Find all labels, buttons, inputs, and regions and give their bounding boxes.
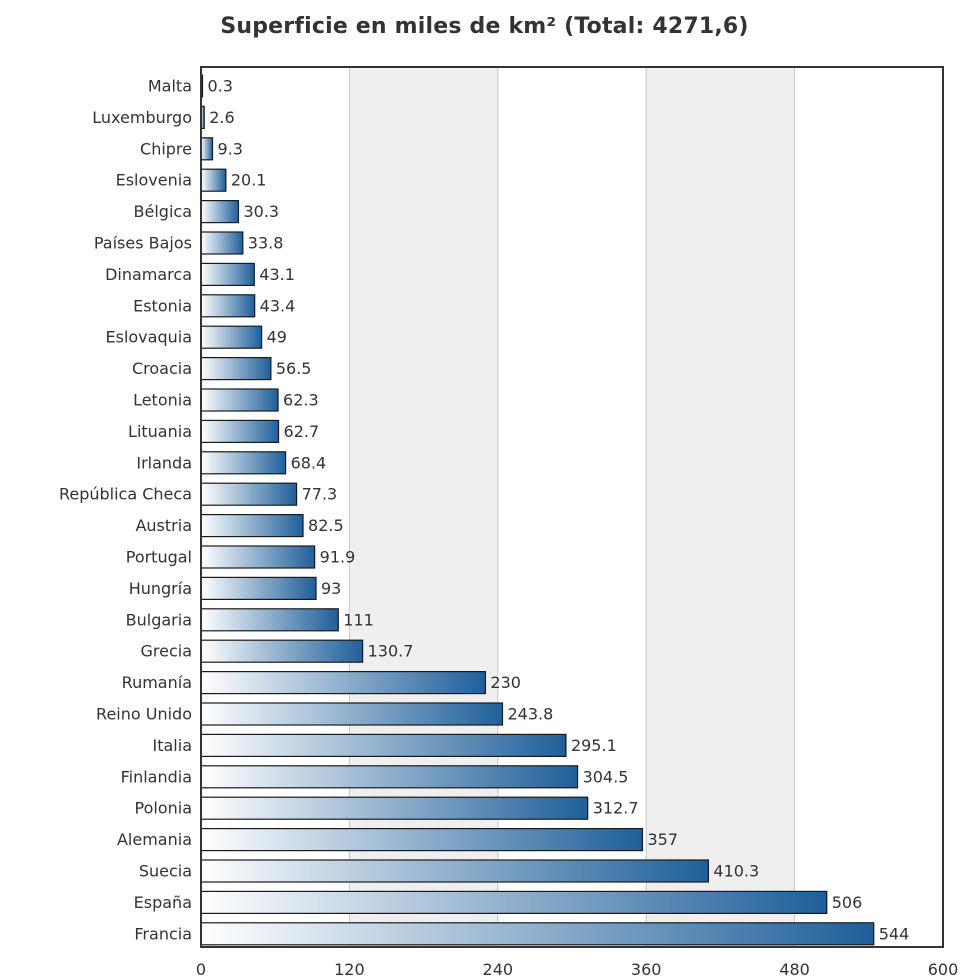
- category-label: Luxemburgo: [92, 108, 192, 127]
- data-label: 56.5: [276, 359, 312, 378]
- x-tick-label: 240: [483, 960, 514, 979]
- bar: [200, 702, 504, 726]
- data-label: 506: [832, 893, 863, 912]
- data-label: 91.9: [320, 548, 356, 567]
- category-label: Malta: [148, 77, 192, 96]
- bar: [200, 137, 214, 161]
- data-label: 295.1: [571, 736, 617, 755]
- data-label: 9.3: [218, 139, 243, 158]
- bar: [200, 765, 579, 789]
- x-tick-label: 0: [196, 960, 206, 979]
- value-labels: 0.3 2.6 9.3 20.1 30.3 33.8 43.1 43.4 49 56.5 62.3 6…: [208, 77, 910, 944]
- category-label: Rumanía: [122, 673, 192, 692]
- category-label: Francia: [134, 924, 192, 943]
- category-label: Polonia: [135, 799, 193, 818]
- bar: [200, 231, 244, 255]
- data-label: 49: [267, 328, 287, 347]
- category-label: Dinamarca: [105, 265, 192, 284]
- category-label: Bélgica: [134, 202, 192, 221]
- data-label: 68.4: [291, 453, 327, 472]
- bar: [200, 576, 317, 601]
- bar: [200, 796, 589, 820]
- category-label: Países Bajos: [94, 234, 192, 253]
- bar: [200, 168, 227, 192]
- bar: [200, 639, 364, 663]
- bar: [200, 922, 875, 946]
- category-label: Austria: [135, 516, 192, 535]
- bar: [200, 325, 263, 349]
- data-label: 30.3: [243, 202, 279, 221]
- data-label: 93: [321, 579, 341, 598]
- chart-title: Superficie en miles de km² (Total: 4271,…: [220, 14, 749, 39]
- data-label: 62.7: [284, 422, 320, 441]
- data-label: 33.8: [248, 234, 284, 253]
- data-label: 230: [490, 673, 521, 692]
- plot-frame: [200, 66, 944, 948]
- bar: [200, 419, 280, 443]
- category-label: Eslovaquia: [106, 328, 193, 347]
- bar: [200, 827, 644, 852]
- bar: [200, 890, 828, 915]
- bar: [200, 200, 240, 224]
- data-label: 304.5: [583, 767, 629, 786]
- bar: [200, 670, 487, 695]
- x-tick-label: 360: [631, 960, 662, 979]
- category-label: Grecia: [140, 642, 192, 661]
- category-label: Croacia: [132, 359, 192, 378]
- category-label: Suecia: [139, 862, 192, 881]
- category-label: Bulgaria: [126, 610, 192, 629]
- data-label: 20.1: [231, 171, 267, 190]
- data-label: 43.4: [260, 296, 296, 315]
- bar: [200, 451, 287, 475]
- data-label: 410.3: [713, 862, 759, 881]
- data-label: 111: [343, 610, 374, 629]
- bar: [200, 262, 255, 286]
- data-label: 2.6: [209, 108, 234, 127]
- bar: [200, 388, 279, 412]
- category-label: Italia: [153, 736, 193, 755]
- data-label: 357: [647, 830, 678, 849]
- data-label: 544: [879, 924, 910, 943]
- data-label: 82.5: [308, 516, 344, 535]
- data-label: 43.1: [259, 265, 295, 284]
- category-label: Letonia: [133, 391, 192, 410]
- plot-band: [646, 67, 795, 947]
- category-label: Chipre: [140, 139, 192, 158]
- bars: [200, 74, 875, 946]
- bar: [200, 733, 567, 758]
- category-label: Lituania: [128, 422, 192, 441]
- category-label: Eslovenia: [116, 171, 192, 190]
- category-label: Finlandia: [121, 767, 192, 786]
- bar: [200, 513, 304, 538]
- plot-background-bands: [349, 67, 795, 947]
- category-label: Irlanda: [136, 453, 192, 472]
- bar: [200, 482, 298, 506]
- category-labels: Malta Luxemburgo Chipre Eslovenia Bélgica Paí…: [59, 77, 192, 944]
- x-tick-label: 600: [928, 960, 959, 979]
- bar: [200, 294, 256, 318]
- data-label: 130.7: [368, 642, 414, 661]
- data-label: 312.7: [593, 799, 639, 818]
- data-label: 62.3: [283, 391, 319, 410]
- bar: [200, 608, 339, 632]
- category-label: Estonia: [133, 296, 192, 315]
- category-label: Portugal: [126, 548, 192, 567]
- category-label: Reino Unido: [96, 705, 192, 724]
- data-label: 243.8: [507, 705, 553, 724]
- bar: [200, 357, 272, 381]
- category-label: España: [134, 893, 192, 912]
- category-label: Alemania: [117, 830, 192, 849]
- category-label: República Checa: [59, 485, 192, 504]
- x-tick-label: 120: [334, 960, 365, 979]
- data-label: 77.3: [302, 485, 338, 504]
- bar: [200, 859, 710, 883]
- bar: [200, 545, 316, 569]
- data-label: 0.3: [208, 77, 233, 96]
- x-tick-label: 480: [779, 960, 810, 979]
- category-label: Hungría: [129, 579, 192, 598]
- x-axis-tick-labels: 0 120 240 360 480 600: [196, 960, 958, 979]
